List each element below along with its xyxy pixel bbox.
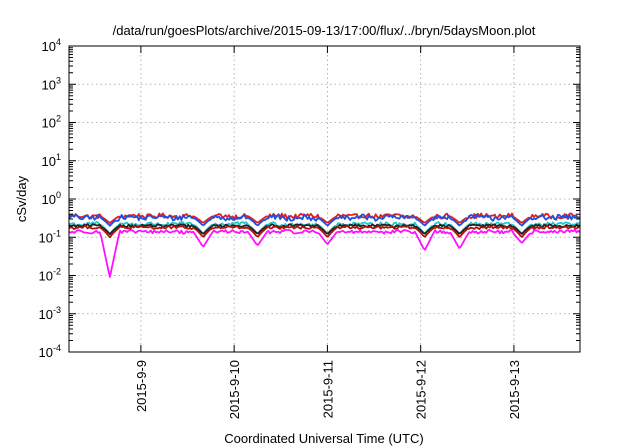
x-tick-label: 2015-9-10 [227, 360, 242, 419]
x-tick-label: 2015-9-13 [507, 360, 522, 419]
series-line [68, 223, 581, 236]
series-line [68, 213, 581, 227]
series-line [68, 228, 581, 278]
series-line [68, 225, 581, 239]
y-tick-label: 10-2 [39, 267, 61, 284]
y-tick-label: 103 [42, 75, 61, 92]
y-tick-label: 100 [42, 190, 61, 207]
x-axis-label: Coordinated Universal Time (UTC) [224, 431, 423, 446]
y-tick-label: 104 [42, 37, 61, 54]
x-tick-label: 2015-9-9 [134, 360, 149, 412]
y-tick-label: 10-4 [39, 343, 61, 360]
y-tick-label: 10-3 [39, 305, 61, 322]
x-tick-label: 2015-9-11 [320, 360, 335, 418]
series-group [68, 212, 581, 278]
y-tick-label: 10-1 [39, 228, 61, 245]
series-line [68, 212, 581, 225]
y-axis: 10-4 10-3 10-2 10-1 100 101 102 103 104 [39, 37, 580, 360]
chart-title: /data/run/goesPlots/archive/2015-09-13/1… [113, 23, 536, 38]
grid [69, 45, 580, 353]
x-axis: 2015-9-9 2015-9-10 2015-9-11 2015-9-12 2015-… [134, 46, 522, 419]
x-tick-label: 2015-9-12 [414, 360, 429, 419]
y-tick-label: 102 [42, 114, 61, 131]
y-axis-label: cSv/day [14, 175, 29, 222]
y-tick-label: 101 [42, 152, 61, 169]
